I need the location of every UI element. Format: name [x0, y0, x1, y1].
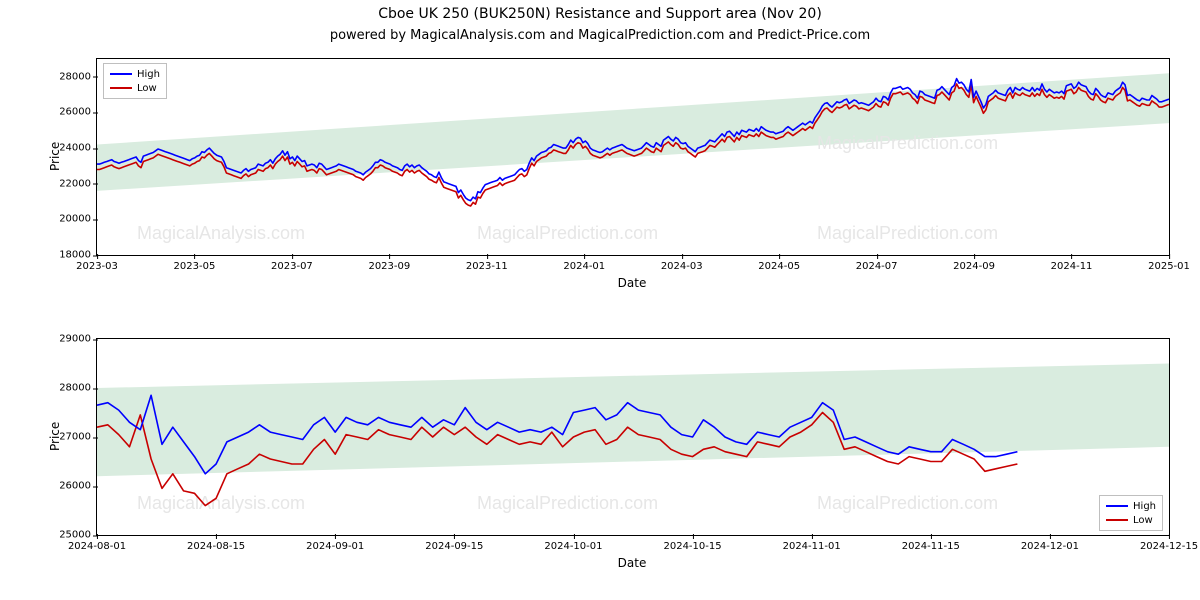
x-tick-label: 2024-01 [563, 255, 605, 272]
x-tick-label: 2024-12-15 [1140, 535, 1198, 552]
top-chart-xlabel: Date [96, 276, 1168, 290]
y-tick-label: 26000 [59, 107, 97, 118]
x-tick-label: 2023-07 [271, 255, 313, 272]
legend-line-icon [110, 87, 132, 89]
bottom-chart-plot: MagicalAnalysis.com MagicalPrediction.com… [97, 339, 1169, 535]
svg-text:MagicalAnalysis.com: MagicalAnalysis.com [137, 223, 305, 243]
x-tick-label: 2023-05 [174, 255, 216, 272]
x-tick-label: 2024-08-01 [68, 535, 126, 552]
figure: Cboe UK 250 (BUK250N) Resistance and Sup… [0, 0, 1200, 600]
legend: High Low [103, 63, 167, 99]
bottom-chart-axes: MagicalAnalysis.com MagicalPrediction.com… [96, 338, 1170, 536]
y-tick-label: 28000 [59, 71, 97, 82]
legend-label: High [137, 69, 160, 80]
legend: High Low [1099, 495, 1163, 531]
y-tick-label: 20000 [59, 214, 97, 225]
legend-label: Low [137, 83, 157, 94]
legend-label: High [1133, 501, 1156, 512]
x-tick-label: 2024-09 [953, 255, 995, 272]
svg-text:MagicalPrediction.com: MagicalPrediction.com [817, 493, 998, 513]
bottom-chart-xlabel: Date [96, 556, 1168, 570]
y-tick-label: 22000 [59, 178, 97, 189]
legend-item: High [1106, 499, 1156, 513]
x-tick-label: 2024-12-01 [1021, 535, 1079, 552]
svg-text:MagicalPrediction.com: MagicalPrediction.com [817, 133, 998, 153]
top-chart-ylabel: Price [48, 142, 62, 171]
legend-line-icon [110, 73, 132, 75]
legend-item: Low [1106, 513, 1156, 527]
legend-label: Low [1133, 515, 1153, 526]
top-chart-axes: MagicalAnalysis.com MagicalPrediction.com… [96, 58, 1170, 256]
svg-text:MagicalPrediction.com: MagicalPrediction.com [477, 223, 658, 243]
x-tick-label: 2025-01 [1148, 255, 1190, 272]
x-tick-label: 2024-03 [661, 255, 703, 272]
chart-title: Cboe UK 250 (BUK250N) Resistance and Sup… [0, 6, 1200, 22]
x-tick-label: 2023-09 [368, 255, 410, 272]
y-tick-label: 28000 [59, 383, 97, 394]
svg-text:MagicalPrediction.com: MagicalPrediction.com [817, 223, 998, 243]
y-tick-label: 29000 [59, 334, 97, 345]
x-tick-label: 2024-09-15 [425, 535, 483, 552]
x-tick-label: 2024-11-15 [902, 535, 960, 552]
legend-line-icon [1106, 519, 1128, 521]
legend-item: High [110, 67, 160, 81]
legend-line-icon [1106, 505, 1128, 507]
x-tick-label: 2023-11 [466, 255, 508, 272]
y-tick-label: 24000 [59, 143, 97, 154]
bottom-chart-ylabel: Price [48, 422, 62, 451]
top-chart-plot: MagicalAnalysis.com MagicalPrediction.com… [97, 59, 1169, 255]
x-tick-label: 2024-10-15 [663, 535, 721, 552]
x-tick-label: 2024-10-01 [544, 535, 602, 552]
svg-text:MagicalPrediction.com: MagicalPrediction.com [477, 493, 658, 513]
x-tick-label: 2024-05 [758, 255, 800, 272]
y-tick-label: 27000 [59, 432, 97, 443]
x-tick-label: 2024-07 [856, 255, 898, 272]
x-tick-label: 2024-08-15 [187, 535, 245, 552]
x-tick-label: 2023-03 [76, 255, 118, 272]
x-tick-label: 2024-09-01 [306, 535, 364, 552]
chart-subtitle: powered by MagicalAnalysis.com and Magic… [0, 28, 1200, 43]
svg-text:MagicalAnalysis.com: MagicalAnalysis.com [137, 493, 305, 513]
x-tick-label: 2024-11-01 [783, 535, 841, 552]
x-tick-label: 2024-11 [1051, 255, 1093, 272]
y-tick-label: 26000 [59, 481, 97, 492]
legend-item: Low [110, 81, 160, 95]
